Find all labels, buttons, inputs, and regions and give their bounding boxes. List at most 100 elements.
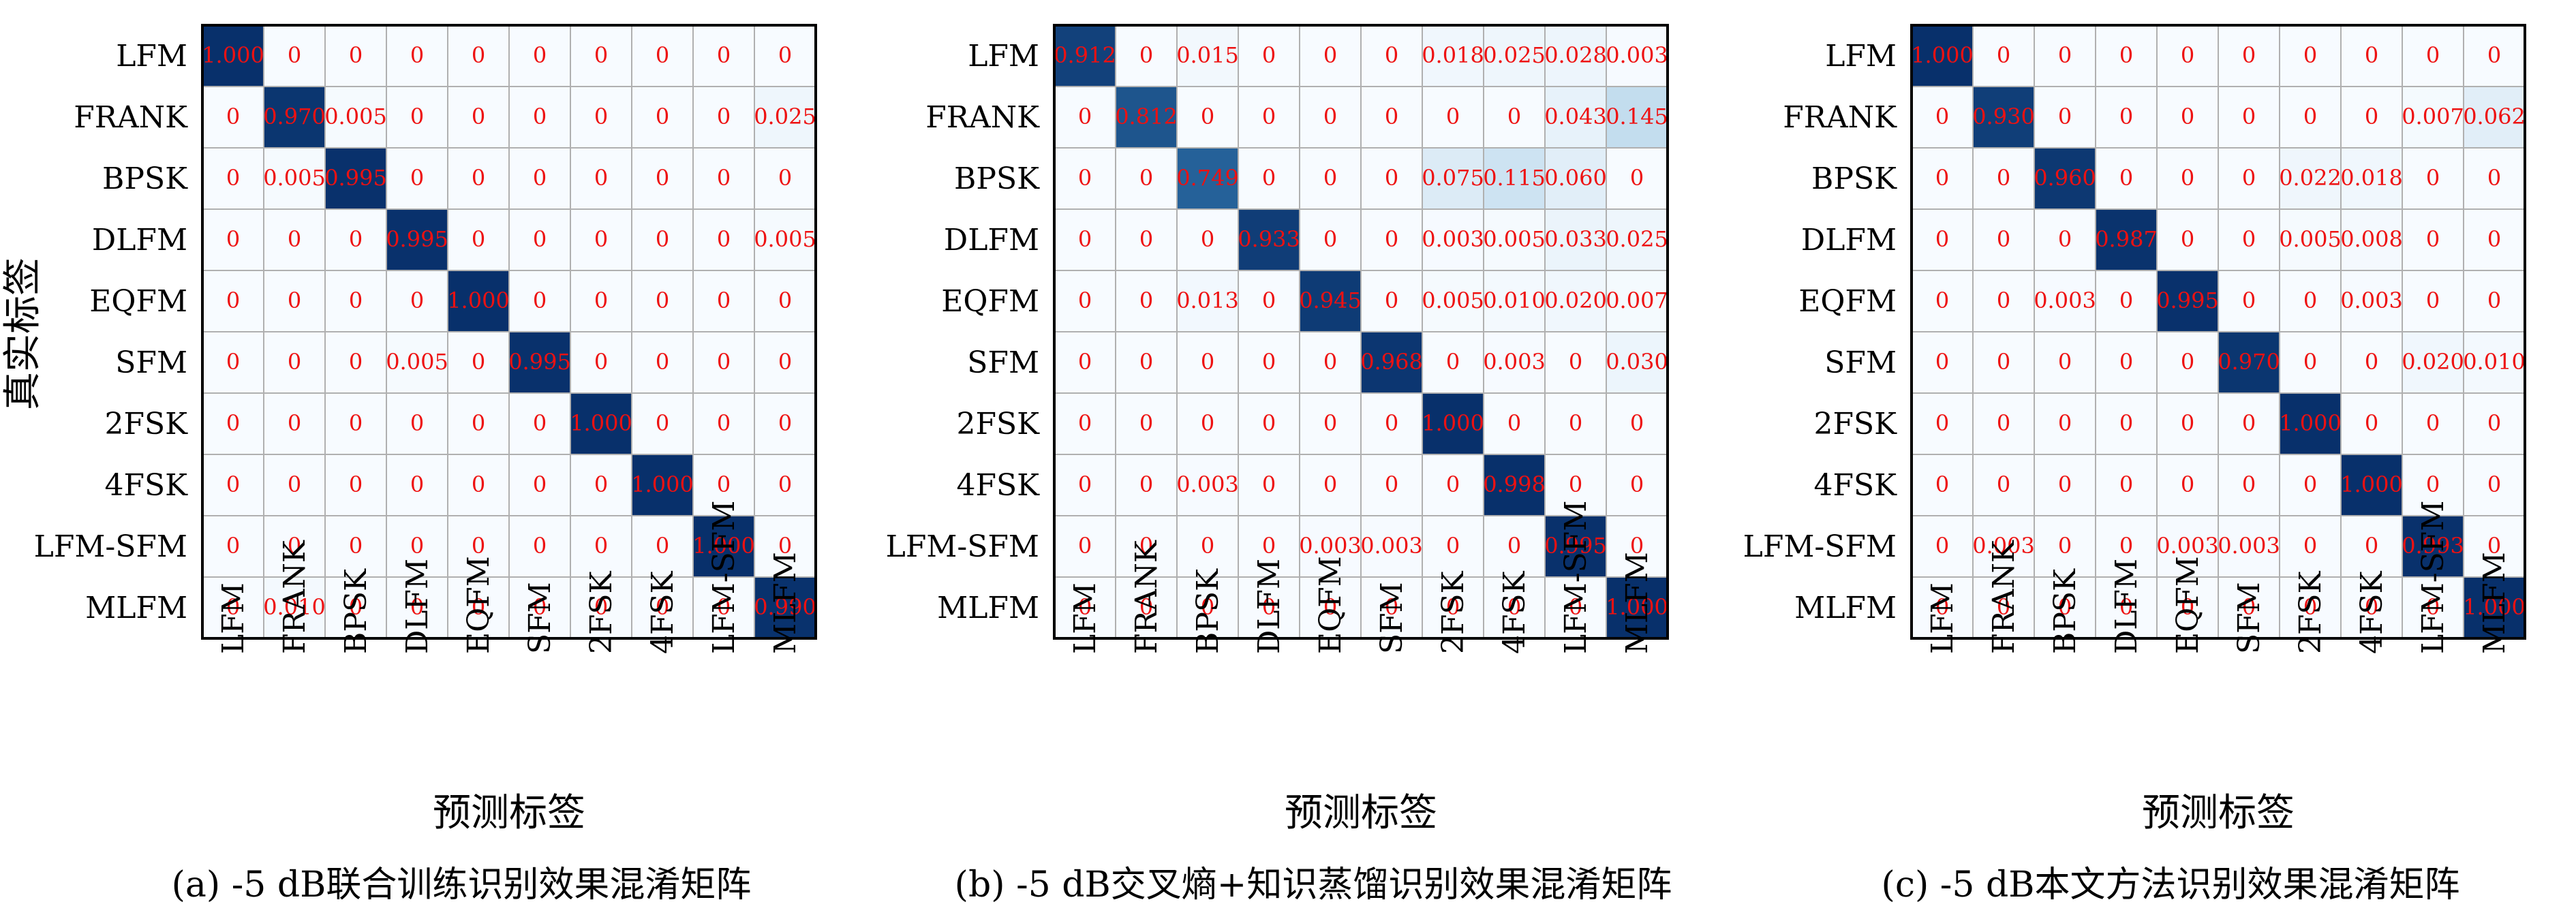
cell-value-label: 0.018 <box>2340 165 2403 191</box>
heatmap-cell <box>1360 454 1423 516</box>
cell-value-label: 0 <box>1385 104 1398 129</box>
cell-value-label: 0 <box>1323 226 1337 252</box>
cell-value-label: 0 <box>1569 471 1582 497</box>
x-axis-title: 预测标签 <box>433 791 585 835</box>
heatmap-cell <box>324 147 387 210</box>
y-axis-title-group: 真实标签 <box>1 258 45 410</box>
cell-value-label: 0 <box>1078 471 1092 497</box>
heatmap-cell <box>1238 270 1300 332</box>
cell-value-label: 0 <box>1446 104 1460 129</box>
cell-value-label: 0.995 <box>508 349 571 375</box>
cell-value-label: 0 <box>472 104 485 129</box>
cell-value-label: 0 <box>349 349 363 375</box>
heatmap-cell <box>2402 25 2464 87</box>
cell-value-label: 0 <box>1630 533 1644 559</box>
cell-value-label: 0 <box>2119 471 2133 497</box>
cell-value-label: 0 <box>1201 226 1214 252</box>
heatmap-cell <box>1911 25 1974 87</box>
cell-value-label: 0 <box>410 533 424 559</box>
heatmap-cell <box>2095 576 2158 639</box>
x-tick-label: DLFM <box>400 559 435 654</box>
cell-value-label: 0 <box>2058 533 2072 559</box>
cell-value-label: 1.000 <box>1422 410 1484 436</box>
heatmap-cell <box>1606 454 1668 516</box>
cell-value-label: 0.005 <box>754 226 816 252</box>
cell-value-label: 0 <box>717 165 731 191</box>
cell-value-label: 0 <box>1935 349 1949 375</box>
cell-value-label: 0 <box>349 42 363 68</box>
heatmap-cell <box>754 270 816 332</box>
x-tick-label: EQFM <box>461 556 496 654</box>
cell-value-label: 0 <box>1997 165 2010 191</box>
heatmap-cell <box>508 86 571 149</box>
cell-value-label: 0 <box>1569 410 1582 436</box>
heatmap-cell <box>2156 392 2219 455</box>
cell-value-label: 1.000 <box>631 471 694 497</box>
heatmap-cell <box>2156 454 2219 516</box>
cell-value-label: 0 <box>2303 594 2317 620</box>
x-tick-label: DLFM <box>1252 559 1287 654</box>
y-tick-label: BPSK <box>102 161 188 196</box>
heatmap-cell <box>2279 147 2342 210</box>
cell-value-label: 0 <box>349 226 363 252</box>
cell-value-label: 0.749 <box>1176 165 1239 191</box>
heatmap-cell <box>508 392 571 455</box>
heatmap-cell <box>1299 392 1362 455</box>
cell-value-label: 0.005 <box>386 349 448 375</box>
heatmap-cell <box>631 392 694 455</box>
x-tick-label: 4FSK <box>645 570 680 654</box>
cell-value-label: 0 <box>1139 226 1153 252</box>
cell-value-label: 0.060 <box>1544 165 1607 191</box>
cell-value-label: 0 <box>656 594 669 620</box>
cell-value-label: 0.970 <box>2218 349 2280 375</box>
heatmap-cell <box>1115 208 1178 271</box>
heatmap-cell <box>2279 25 2342 87</box>
heatmap-cell <box>202 147 264 210</box>
heatmap-cell <box>1176 331 1239 394</box>
cell-value-label: 0.995 <box>2156 287 2219 313</box>
cell-value-label: 0.003 <box>1606 42 1668 68</box>
cell-value-label: 0 <box>1078 104 1092 129</box>
cell-value-label: 1.000 <box>2279 410 2342 436</box>
cell-value-label: 0.933 <box>1238 226 1300 252</box>
cell-value-label: 0 <box>2303 349 2317 375</box>
cell-value-label: 0 <box>1139 165 1153 191</box>
cell-value-label: 0 <box>1078 594 1092 620</box>
cell-value-label: 0 <box>1446 594 1460 620</box>
cell-value-label: 0 <box>1262 349 1276 375</box>
cell-value-label: 0 <box>1078 410 1092 436</box>
cell-value-label: 0 <box>1323 594 1337 620</box>
cell-value-label: 0 <box>1997 410 2010 436</box>
heatmap-cell <box>2095 147 2158 210</box>
cell-value-label: 0 <box>1385 287 1398 313</box>
heatmap-cell <box>2463 331 2526 394</box>
heatmap-cell <box>2463 576 2526 639</box>
cell-value-label: 0 <box>656 104 669 129</box>
cell-value-label: 0 <box>778 349 792 375</box>
heatmap-cell <box>570 208 632 271</box>
heatmap-cell <box>1544 576 1607 639</box>
cell-value-label: 0 <box>778 410 792 436</box>
heatmap-cell <box>631 86 694 149</box>
cell-value-label: 0 <box>2181 226 2194 252</box>
heatmap-cell <box>202 392 264 455</box>
cell-value-label: 0 <box>533 287 547 313</box>
cell-value-label: 0.025 <box>1606 226 1668 252</box>
heatmap-cell <box>631 454 694 516</box>
cell-value-label: 0 <box>778 42 792 68</box>
heatmap-cell <box>1115 25 1178 87</box>
y-tick-label: LFM <box>116 39 187 74</box>
cell-value-label: 0.005 <box>324 104 387 129</box>
cell-value-label: 0 <box>2242 594 2256 620</box>
heatmap-cell <box>1544 515 1607 578</box>
cell-value-label: 0.115 <box>1483 165 1546 191</box>
cell-value-label: 0 <box>472 165 485 191</box>
heatmap-cell <box>2402 86 2464 149</box>
x-tick-label: LFM <box>1925 582 1960 654</box>
cell-value-label: 0.993 <box>2402 533 2464 559</box>
cell-value-label: 0 <box>594 594 608 620</box>
heatmap-cell <box>692 331 755 394</box>
cell-value-label: 0.018 <box>1422 42 1484 68</box>
